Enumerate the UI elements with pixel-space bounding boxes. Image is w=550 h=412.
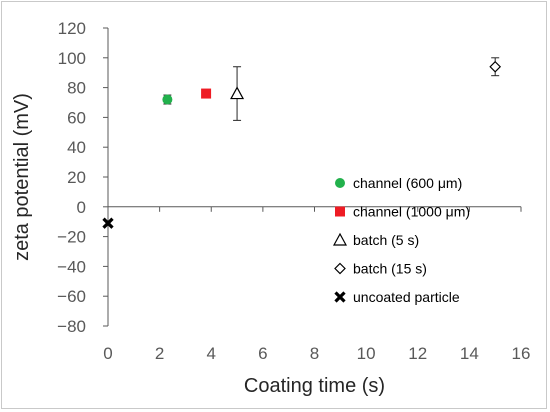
legend-marker — [335, 206, 345, 217]
x-stroke — [334, 291, 346, 303]
legend: channel (600 μm) channel (1000 μm) batch (… — [332, 175, 470, 305]
y-tick-label: 60 — [67, 108, 86, 127]
data-point — [201, 88, 212, 99]
legend-label: batch (15 s) — [353, 261, 427, 277]
legend-item: channel (600 μm) — [335, 175, 462, 191]
y-tick-label: −80 — [57, 317, 86, 336]
x-tick-label: 10 — [357, 344, 376, 363]
data-markers — [102, 57, 502, 229]
y-tick-label: 0 — [77, 198, 86, 217]
x-axis-ticks: 0 2 4 6 8 10 12 14 16 — [103, 206, 531, 363]
x-stroke — [102, 217, 114, 229]
x-tick-label: 2 — [155, 344, 164, 363]
y-tick-label: −40 — [57, 257, 86, 276]
y-tick-label: 100 — [58, 49, 86, 68]
x-tick-label: 4 — [207, 344, 216, 363]
y-tick-label: 120 — [58, 19, 86, 38]
x-tick-label: 0 — [103, 344, 112, 363]
y-axis-label: zeta potential (mV) — [11, 93, 33, 261]
x-tick-label: 12 — [408, 344, 427, 363]
x-axis-label: Coating time (s) — [244, 375, 385, 397]
x-tick-label: 8 — [310, 344, 319, 363]
x-tick-label: 16 — [512, 344, 531, 363]
legend-marker — [332, 232, 348, 246]
legend-label: channel (600 μm) — [353, 175, 462, 191]
legend-label: uncoated particle — [353, 289, 460, 305]
data-point — [102, 217, 114, 229]
legend-item: batch (15 s) — [334, 261, 427, 277]
y-tick-label: 80 — [67, 79, 86, 98]
legend-item: batch (5 s) — [332, 232, 419, 248]
y-axis-ticks: −80 −60 −40 −20 0 20 40 60 80 100 120 — [57, 19, 108, 336]
y-tick-label: −20 — [57, 228, 86, 247]
data-point — [489, 60, 502, 73]
legend-item: channel (1000 μm) — [335, 204, 470, 220]
legend-label: channel (1000 μm) — [353, 204, 470, 220]
legend-item: uncoated particle — [334, 289, 460, 305]
legend-label: batch (5 s) — [353, 232, 419, 248]
legend-marker — [334, 291, 346, 303]
legend-marker — [334, 262, 346, 275]
y-tick-label: 40 — [67, 138, 86, 157]
x-tick-label: 6 — [258, 344, 267, 363]
legend-marker — [335, 178, 345, 188]
data-point — [162, 94, 173, 105]
x-tick-label: 14 — [460, 344, 479, 363]
y-tick-label: 20 — [67, 168, 86, 187]
data-point — [230, 86, 245, 100]
y-tick-label: −60 — [57, 287, 86, 306]
